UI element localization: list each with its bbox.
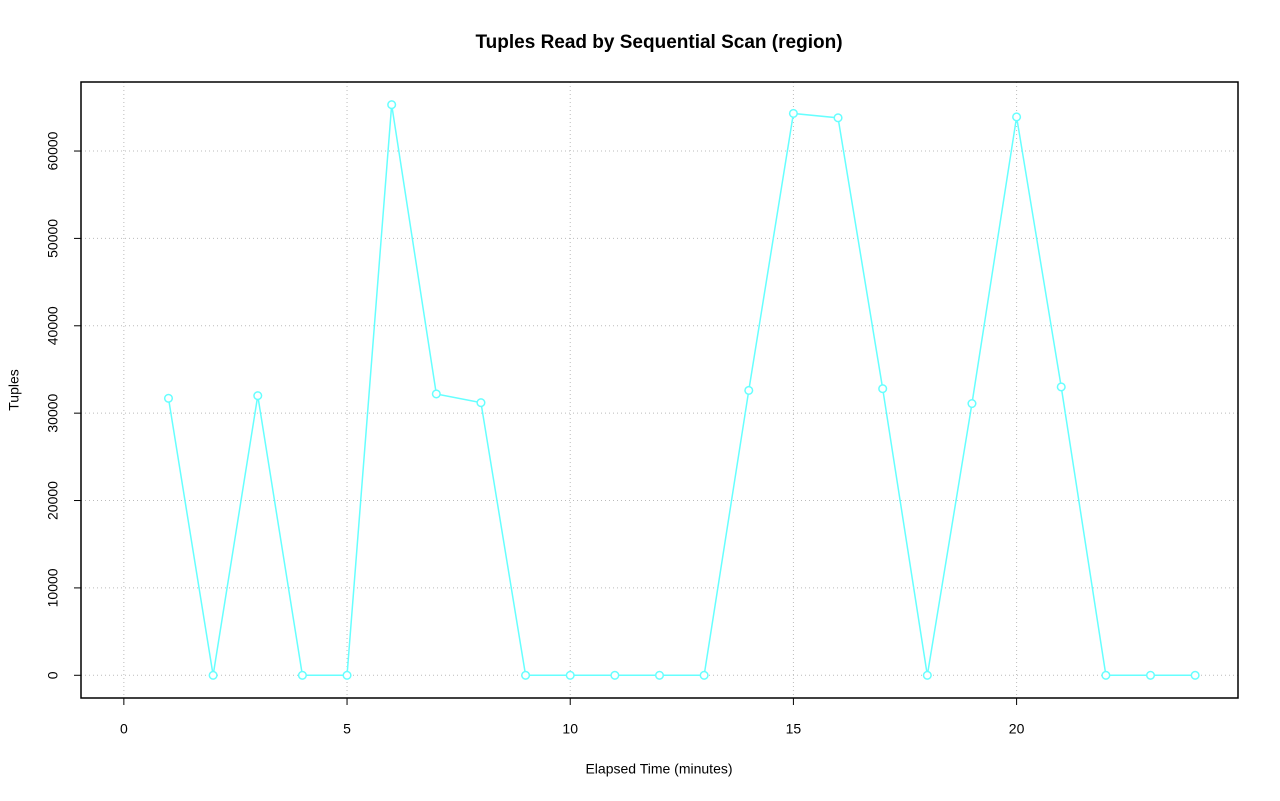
data-point bbox=[253, 391, 263, 401]
y-tick-label: 20000 bbox=[45, 481, 61, 520]
y-tick-label: 10000 bbox=[45, 568, 61, 607]
data-point bbox=[833, 113, 843, 123]
data-point bbox=[699, 670, 709, 680]
data-point bbox=[521, 670, 531, 680]
x-tick-label: 10 bbox=[562, 721, 578, 737]
data-point bbox=[788, 108, 798, 119]
data-point bbox=[342, 670, 352, 680]
data-point bbox=[610, 670, 620, 680]
data-point bbox=[1056, 382, 1066, 392]
y-tick-label: 60000 bbox=[45, 131, 61, 170]
chart-title: Tuples Read by Sequential Scan (region) bbox=[475, 32, 842, 53]
data-point bbox=[654, 670, 665, 680]
y-tick-label: 0 bbox=[45, 671, 61, 679]
x-axis-label: Elapsed Time (minutes) bbox=[585, 761, 732, 777]
data-point bbox=[297, 670, 307, 680]
data-point bbox=[1101, 670, 1111, 680]
data-point bbox=[1012, 112, 1022, 122]
data-point bbox=[967, 398, 977, 409]
data-point bbox=[744, 385, 754, 395]
plot-frame bbox=[80, 81, 1239, 699]
data-line bbox=[167, 104, 1196, 677]
data-point bbox=[431, 389, 441, 399]
y-axis-label: Tuples bbox=[6, 369, 22, 411]
data-point bbox=[878, 384, 888, 394]
data-point bbox=[476, 398, 486, 408]
x-tick-label: 20 bbox=[1009, 721, 1025, 737]
data-point bbox=[163, 393, 174, 403]
y-tick-label: 40000 bbox=[45, 306, 61, 345]
data-point bbox=[922, 670, 932, 680]
x-tick-label: 15 bbox=[786, 721, 802, 737]
y-tick-label: 30000 bbox=[45, 393, 61, 432]
data-point bbox=[1190, 670, 1200, 680]
data-point bbox=[387, 100, 397, 110]
data-point bbox=[565, 670, 575, 680]
x-tick-label: 0 bbox=[120, 721, 128, 737]
y-tick-label: 50000 bbox=[45, 219, 61, 258]
x-tick-label: 5 bbox=[343, 721, 351, 737]
data-point bbox=[208, 670, 218, 680]
data-point bbox=[1145, 670, 1156, 680]
